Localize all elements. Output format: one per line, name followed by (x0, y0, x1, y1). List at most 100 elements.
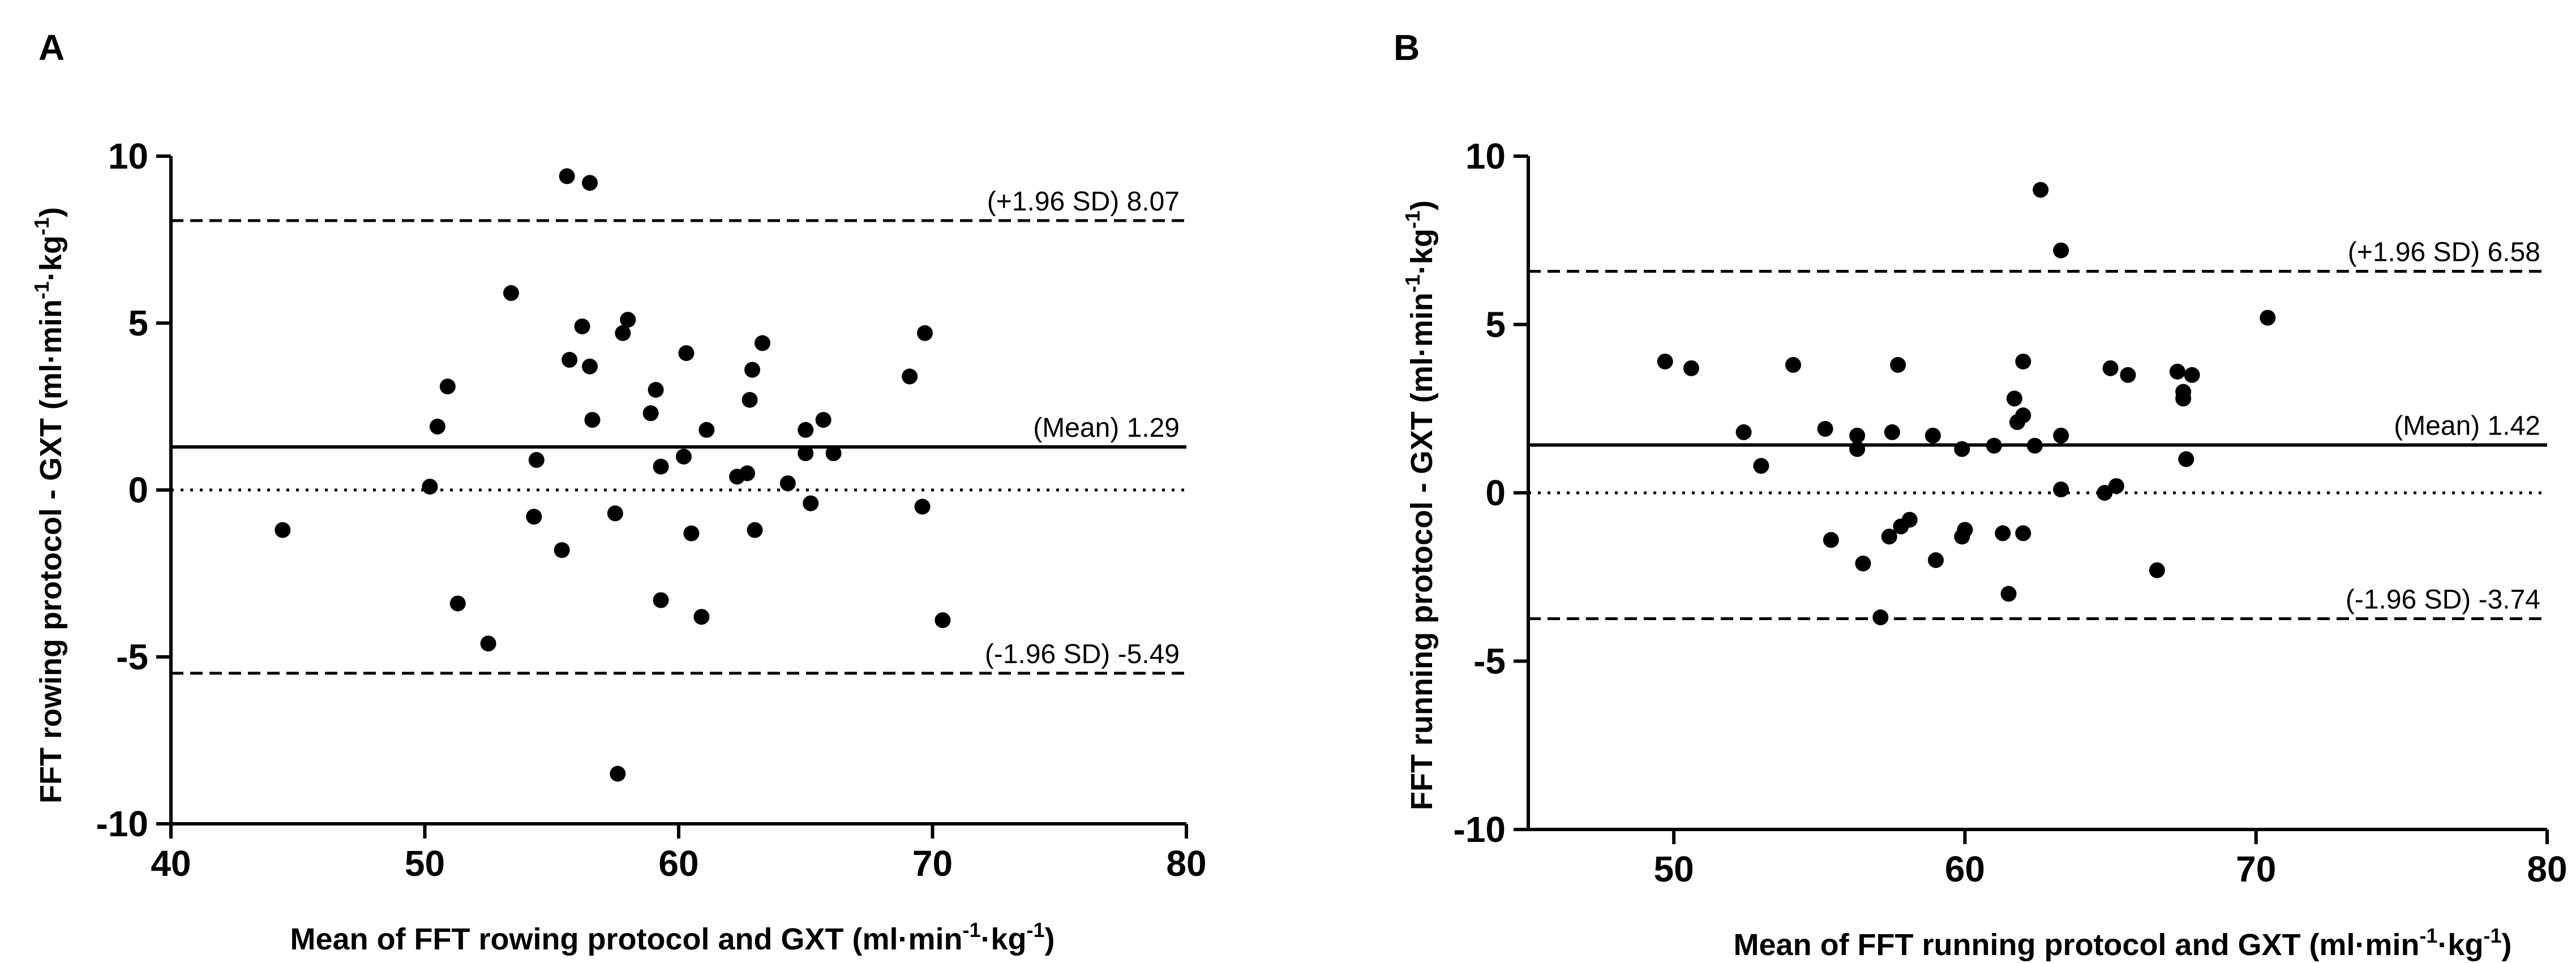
panel-b-data-point (1785, 356, 1801, 373)
panel-b-x-tick-label: 60 (1945, 849, 1985, 889)
panel-a-data-point (574, 318, 590, 334)
panel-b-data-point (1823, 532, 1839, 548)
panel-b-x-tick-label: 50 (1654, 849, 1694, 889)
panel-a-x-tick-label: 80 (1166, 843, 1206, 884)
panel-b-x-tick-label: 80 (2527, 849, 2567, 889)
panel-a-data-point (615, 325, 631, 341)
panel-b-data-point (2120, 367, 2136, 383)
panel-b-data-point (2053, 242, 2069, 259)
panel-a-y-tick-label: 10 (108, 136, 148, 177)
panel-a-data-point (584, 412, 601, 428)
panel-a-data-point (675, 449, 692, 465)
panel-b-data-point (1954, 441, 1970, 457)
panel-a-data-point (503, 285, 519, 301)
panel-b-data-point (2015, 407, 2031, 424)
panel-a-data-point (528, 452, 545, 468)
panel-a-data-point (798, 422, 814, 438)
panel-a-data-point (917, 325, 933, 341)
panel-a-data-point (744, 362, 761, 378)
panel-a-x-tick-label: 40 (151, 843, 191, 884)
panel-b-data-point (2184, 367, 2200, 383)
panel-label-b: B (1394, 27, 1420, 68)
panel-b-x-tick-label: 70 (2236, 849, 2276, 889)
panel-b-y-tick-label: 0 (1485, 472, 1506, 513)
panel-b-upper-loa-label: (+1.96 SD) 6.58 (2348, 237, 2540, 267)
panel-a-data-point (902, 368, 918, 385)
panel-b-data-point (1735, 424, 1752, 440)
panel-b-data-point (1890, 356, 1906, 373)
panel-b-x-axis-title: Mean of FFT running protocol and GXT (ml… (1734, 924, 2512, 962)
panel-b-data-points (1657, 182, 2276, 626)
panel-a-y-tick-label: -10 (96, 803, 149, 844)
panel-b-data-point (2102, 360, 2119, 376)
panel-b-data-point (2000, 586, 2017, 602)
panel-a-data-point (693, 609, 710, 625)
panel-b-y-tick-label: -10 (1454, 809, 1506, 850)
panel-a-x-axis-title: Mean of FFT rowing protocol and GXT (ml·… (290, 918, 1055, 956)
panel-b-y-tick-label: -5 (1473, 641, 1506, 682)
panel-a-data-point (825, 445, 842, 462)
panel-b-data-point (1925, 427, 1941, 444)
panel-b-data-point (2033, 182, 2049, 198)
panel-a-data-point (607, 505, 623, 522)
panel-b-data-point (1901, 511, 1918, 528)
panel-a-data-point (275, 522, 291, 538)
panel-a-data-points (275, 168, 951, 782)
panel-b-data-point (1884, 424, 1900, 440)
panel-b-data-point (1995, 525, 2011, 541)
panel-a-data-point (914, 498, 931, 515)
panel-b-data-point (2097, 485, 2113, 501)
panel-a-x-tick-label: 60 (658, 843, 698, 884)
panel-a-data-point (698, 422, 715, 438)
panel-a-mean-label: (Mean) 1.29 (1033, 413, 1180, 443)
panel-a-y-tick-label: -5 (116, 637, 148, 677)
panel-b-data-point (1957, 522, 1973, 538)
panel-b-data-point (2053, 427, 2069, 444)
panel-a-data-point (683, 525, 700, 541)
panel-a-data-point (678, 345, 695, 362)
panel-a-y-axis-title: FFT rowing protocol - GXT (ml·min-1·kg-1… (30, 207, 68, 803)
panel-b-data-point (1855, 555, 1871, 571)
panel-b-data-point (1683, 360, 1699, 376)
panel-a-data-point (439, 379, 456, 395)
panel-a-data-point (747, 522, 763, 538)
panel-b-data-point (1849, 441, 1866, 457)
panel-b-data-point (1986, 437, 2002, 454)
panel-b-data-point (1657, 353, 1673, 369)
panel-b-data-point (2026, 437, 2043, 454)
panel-b-y-tick-label: 10 (1465, 136, 1506, 177)
panel-a-data-point (620, 312, 636, 328)
panel-b-mean-label: (Mean) 1.42 (2394, 411, 2540, 441)
panel-a-y-tick-label: 5 (128, 303, 148, 343)
panel-a-data-point (480, 635, 496, 652)
panel-b-data-point (1928, 552, 1944, 568)
panel-b-data-point (1872, 609, 1889, 626)
panel-a-data-point (741, 392, 758, 408)
panel-a-data-point (935, 612, 951, 629)
panel-b-data-point (2260, 309, 2276, 326)
panel-label-a: A (38, 27, 65, 68)
panel-b-data-point (2175, 390, 2192, 407)
panel-a-upper-loa-label: (+1.96 SD) 8.07 (987, 187, 1180, 217)
panel-a-data-point (610, 766, 626, 782)
panel-a-data-point (582, 358, 598, 375)
panel-b-data-point (2053, 482, 2069, 498)
panel-b-data-point (2169, 363, 2185, 380)
panel-a-data-point (526, 509, 542, 525)
panel-b-data-point (2015, 353, 2031, 369)
panel-a-data-point (815, 412, 831, 428)
panel-a-data-point (642, 405, 659, 422)
panel-b-data-point (2178, 451, 2194, 467)
panel-a-data-point (798, 445, 814, 462)
panel-b-data-point (2108, 478, 2124, 495)
panel-b-data-point (1753, 458, 1769, 474)
panel-b-y-tick-label: 5 (1485, 304, 1506, 345)
panel-a-data-point (449, 595, 466, 612)
panel-b-reference-lines: (+1.96 SD) 6.58 (Mean) 1.42 (-1.96 SD) -3.… (1528, 237, 2547, 621)
panel-b-data-point (1817, 420, 1833, 437)
panel-a-data-point (803, 495, 819, 511)
panel-b-data-point (1849, 427, 1866, 444)
